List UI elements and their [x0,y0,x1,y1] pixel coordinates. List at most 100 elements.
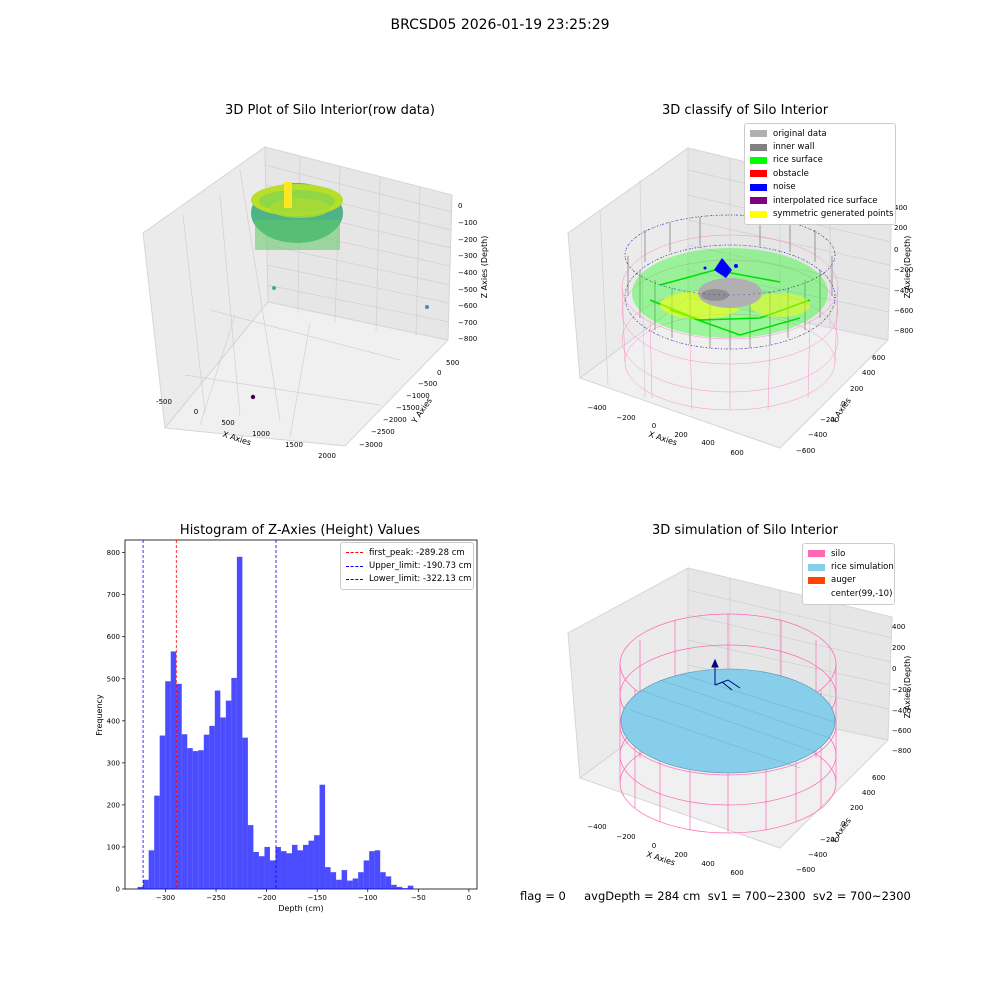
svg-text:−600: −600 [796,447,815,455]
y-tick-label: 200 [107,801,120,809]
histogram-title: Histogram of Z-Axies (Height) Values [179,523,421,538]
legend-label: rice simulation [831,562,894,573]
rice-simulation-surface [620,668,836,774]
legend-swatch [808,550,825,558]
y-tick-label: 0 [116,886,120,894]
raw-outlier-point [425,305,429,309]
x-tick-label: −50 [411,894,426,902]
svg-text:200: 200 [674,851,687,859]
histogram-chart: −300 −250 −200 −150 −100 −50 0 0 100 200 300 400 50… [95,539,478,913]
svg-text:−800: −800 [892,747,911,755]
legend-swatch [750,170,767,178]
z-tick: −300 [458,252,477,260]
histogram-bar [385,876,392,889]
histogram-bar [396,886,403,889]
y-tick: −1000 [406,392,430,400]
histogram-bar [176,683,182,889]
raw-outlier-point [272,286,276,290]
histogram-bars [137,556,414,889]
legend-line-swatch [346,578,363,580]
histogram-bar [402,888,408,889]
classify-3d-plot: −400 −200 0 200 400 600 X Axies 600 400 … [567,147,913,457]
y-tick-label: 500 [107,675,120,683]
svg-text:−800: −800 [894,327,913,335]
legend-label: interpolated rice surface [773,195,878,206]
svg-text:−200: −200 [820,416,839,424]
histogram-bar [358,872,364,889]
histogram-y-label: Frequency [95,694,104,736]
histogram-bar [137,886,144,889]
histogram-bar [341,870,348,889]
histogram-bar [352,878,359,889]
legend-swatch [808,563,825,571]
y-tick-label: 400 [107,717,120,725]
legend-swatch [750,143,767,151]
status-footer: flag = 0 avgDepth = 284 cm sv1 = 700~230… [520,889,911,903]
legend-label: noise [773,182,796,193]
legend-label: Lower_limit: -322.13 cm [369,574,472,585]
histogram-bar [336,879,342,889]
classify-legend: original data inner wall rice surface obsta… [744,123,896,225]
histogram-bar [325,867,331,889]
svg-text:−400: −400 [808,851,827,859]
svg-text:−400: −400 [587,823,606,831]
histogram-bar [291,844,298,889]
svg-text:−400: −400 [587,404,606,412]
raw-outlier-point [250,394,256,400]
histogram-bar [203,734,210,889]
svg-text:0: 0 [652,842,656,850]
x-tick-label: −250 [206,894,225,902]
legend-entry: first_peak: -289.28 cm [346,546,468,559]
x-tick-label: −150 [308,894,327,902]
raw-y-ticks: 500 0 −500 −1000 −1500 −2000 −2500 −3000 [359,359,459,449]
histogram-bar [308,840,315,889]
legend-label: center(99,-10) [831,588,893,599]
histogram-bar [363,860,370,889]
svg-text:200: 200 [850,804,863,812]
y-tick-label: 100 [107,843,120,851]
histogram-bar [154,795,160,889]
simulation-plot-title: 3D simulation of Silo Interior [652,523,838,538]
raw-3d-plot: -500 0 500 1000 1500 2000 X Axies 500 0 … [142,146,489,460]
svg-text:−200: −200 [892,686,911,694]
histogram-bar [198,750,204,889]
legend-entry: inner wall [750,140,890,153]
svg-text:400: 400 [701,439,714,447]
figure-title: BRCSD05 2026-01-19 23:25:29 [390,17,610,33]
legend-label: original data [773,128,827,139]
histogram-bar [391,884,397,889]
histogram-bar [264,846,270,889]
y-tick: 500 [446,359,459,367]
svg-text:0: 0 [841,820,845,828]
raw-plot-title: 3D Plot of Silo Interior(row data) [225,103,435,118]
raw-z-label: Z Axies (Depth) [480,236,489,299]
histogram-y-ticks: 0 100 200 300 400 500 600 700 800 [107,549,125,894]
svg-text:0: 0 [892,665,896,673]
z-tick: 0 [458,202,462,210]
svg-text:−200: −200 [616,414,635,422]
y-tick: −3000 [359,441,383,449]
svg-text:0: 0 [894,246,898,254]
raw-z-ticks: 0 −100 −200 −300 −400 −500 −600 −700 −80… [458,202,477,343]
legend-entry: symmetric generated points [750,207,894,220]
legend-entry: rice surface [750,154,890,167]
x-tick: -500 [156,398,172,406]
legend-label: first_peak: -289.28 cm [369,547,465,558]
svg-text:600: 600 [730,449,743,457]
x-tick: 1500 [285,441,303,449]
noise-points [624,214,836,350]
svg-text:0: 0 [652,422,656,430]
auger-marker [711,658,741,691]
histogram-bar [297,850,304,889]
svg-text:200: 200 [674,431,687,439]
legend-label: rice surface [773,155,823,166]
classify-z-ticks: 400 200 0 −200 −400 −600 −800 [894,204,913,335]
raw-obstacle-spike [284,182,292,208]
legend-swatch [808,590,825,598]
legend-swatch [750,130,767,138]
legend-label: Upper_limit: -190.73 cm [369,561,472,572]
histogram-bar [303,844,309,889]
svg-text:600: 600 [872,774,885,782]
legend-entry: center(99,-10) [808,587,893,600]
legend-label: auger [831,575,856,586]
